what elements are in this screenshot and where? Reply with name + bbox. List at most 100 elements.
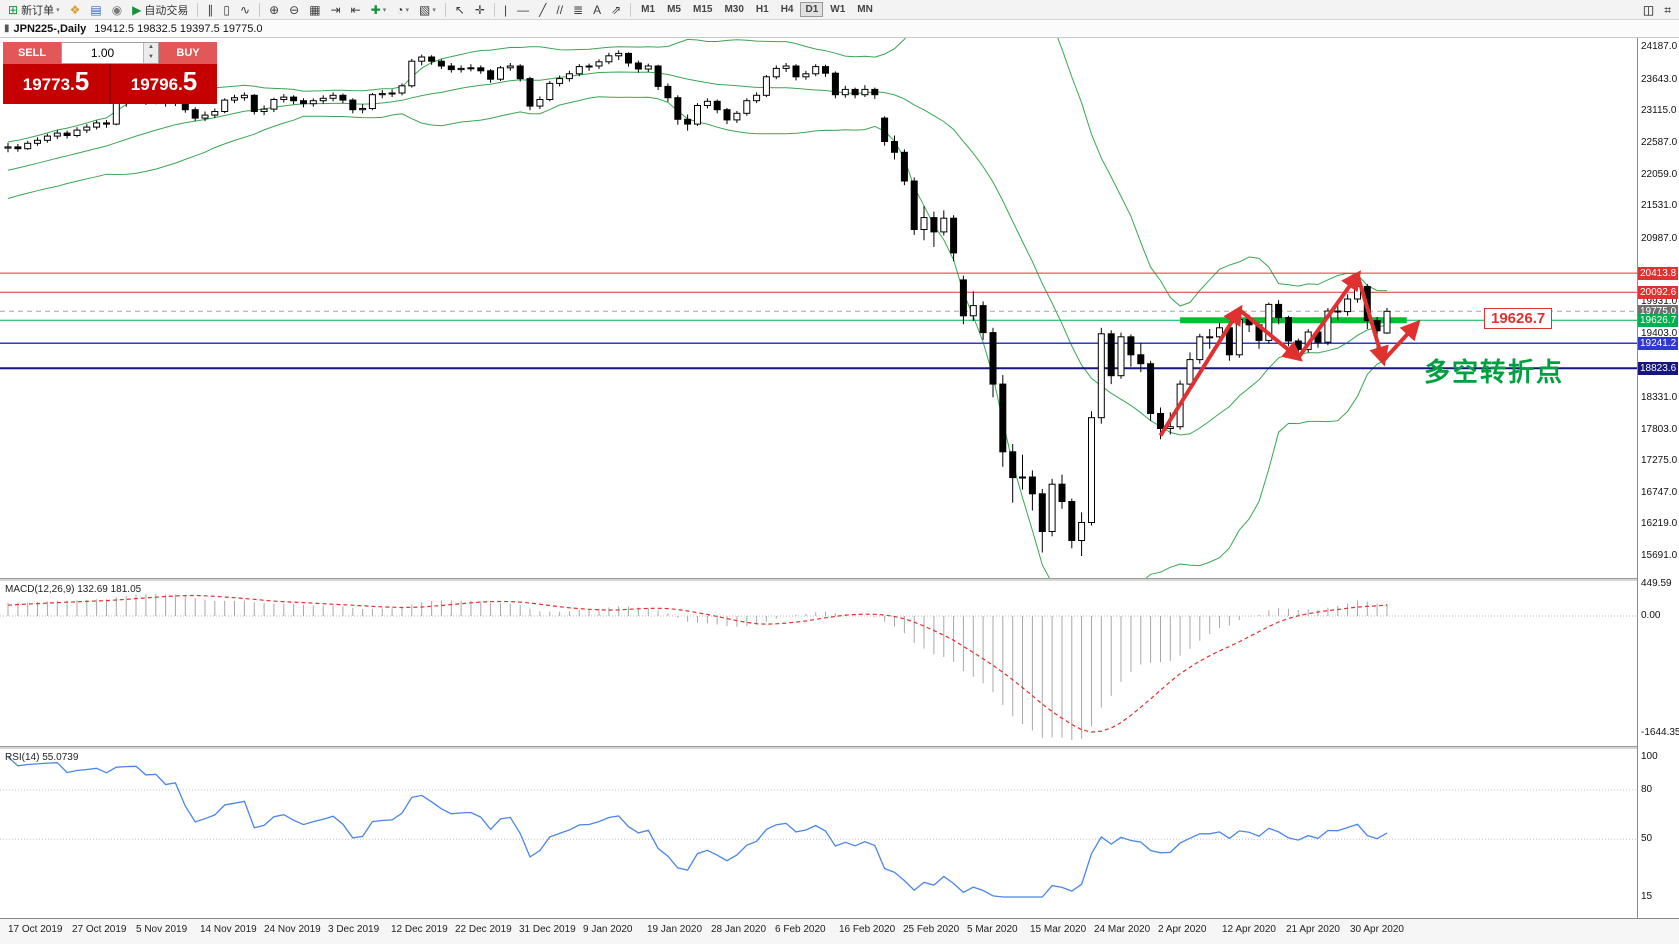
market-watch-icon[interactable]: ▤ <box>86 0 105 20</box>
toolbar: ⊞ 新订单 ▾ ❖ ▤ ◉ ▶ 自动交易 ∥ ▯ ∿ ⊕ ⊖ ▦ ⇥ ⇤ ✚ ▾ ◔ ▾ ▧ ▾ ↖ ✛ | — ╱//≣ A ⇗ M1 M… <box>0 0 1679 20</box>
crosshair-button[interactable]: ✛ <box>471 0 489 20</box>
macd-canvas[interactable] <box>0 581 1637 746</box>
candlestick-mode-button-icon: ▯ <box>223 2 231 17</box>
horizontal-line-button[interactable]: — <box>513 0 533 20</box>
date-axis-label: 28 Jan 2020 <box>711 924 767 935</box>
timeframe-m5-button[interactable]: M5 <box>667 4 681 15</box>
macd-axis-label: 0.00 <box>1641 610 1661 621</box>
channel-button[interactable]: // <box>552 0 567 20</box>
periods-button-icon: ◔ <box>396 2 404 17</box>
toolbar-separator <box>444 2 446 17</box>
price-axis-label: 19931.0 <box>1641 296 1678 307</box>
buy-price[interactable]: 19796. 5 <box>111 64 217 104</box>
dropdown-arrow-icon: ▾ <box>56 6 60 14</box>
rsi-label: RSI(14) 55.0739 <box>5 752 79 763</box>
annotation-note: 多空转折点 <box>1424 357 1565 387</box>
price-axis-label: 18331.0 <box>1641 391 1678 403</box>
rsi-axis-label: 80 <box>1641 783 1653 795</box>
data-window-icon: ◫ <box>1642 2 1655 17</box>
date-axis-label: 12 Apr 2020 <box>1222 924 1276 935</box>
indicators-button[interactable]: ✚ ▾ <box>367 0 391 20</box>
indicators-button-icon: ✚ <box>370 2 381 17</box>
zoom-in-button[interactable]: ⊕ <box>265 0 283 20</box>
cursor-button-icon: ↖ <box>454 2 465 17</box>
trendline-button[interactable]: ╱ <box>535 0 550 20</box>
price-axis-label: 22059.0 <box>1641 168 1678 180</box>
macd-panel[interactable] <box>0 581 1637 746</box>
market-watch-icon-icon: ▤ <box>90 2 102 17</box>
rsi-canvas[interactable] <box>0 749 1637 918</box>
trendline-button-icon: ╱ <box>539 2 547 17</box>
vertical-line-button[interactable]: | <box>500 0 511 20</box>
text-label-button[interactable]: A <box>589 0 605 20</box>
text-label-button-icon: A <box>593 2 602 17</box>
arrows-button[interactable]: ⇗ <box>607 0 625 20</box>
tile-windows-button[interactable]: ▦ <box>305 0 324 20</box>
line-chart-mode-button[interactable]: ∿ <box>236 0 254 20</box>
toolbox-icon: ⌗ <box>1664 2 1671 17</box>
bar-chart-mode-button-icon: ∥ <box>207 2 214 17</box>
timeframe-m15-button[interactable]: M15 <box>692 4 713 15</box>
date-axis-label: 3 Dec 2019 <box>328 924 380 935</box>
new-order-button-icon: ⊞ <box>8 2 19 17</box>
buy-button[interactable]: BUY <box>159 42 217 64</box>
main-chart-canvas[interactable] <box>0 0 1637 628</box>
profile-icon[interactable]: ❖ <box>66 0 85 20</box>
timeframe-mn-button[interactable]: MN <box>857 4 873 15</box>
auto-scroll-button[interactable]: ⇥ <box>327 0 345 20</box>
price-axis-label: 23643.0 <box>1641 73 1678 85</box>
price-axis-label: 17275.0 <box>1641 455 1678 467</box>
toolbox-icon[interactable]: ⌗ <box>1660 0 1675 20</box>
auto-trading-button[interactable]: ▶ 自动交易 <box>128 0 192 20</box>
rsi-panel[interactable] <box>0 749 1637 918</box>
timeframe-h1-button[interactable]: H1 <box>755 4 769 15</box>
main-chart-area[interactable] <box>0 0 1637 628</box>
price-axis-label: 23115.0 <box>1641 105 1677 117</box>
sell-price[interactable]: 19773. 5 <box>3 64 111 104</box>
panel-splitter[interactable] <box>0 746 1679 749</box>
auto-scroll-button-icon: ⇥ <box>330 2 341 17</box>
price-axis-label: 16747.0 <box>1641 486 1678 498</box>
price-axis-tag: 19241.2 <box>1638 336 1678 350</box>
timeframe-m30-button[interactable]: M30 <box>724 4 744 15</box>
fibonacci-button[interactable]: ≣ <box>569 0 587 20</box>
profile-icon-icon: ❖ <box>69 2 81 17</box>
timeframe-m1-button[interactable]: M1 <box>641 4 656 15</box>
horizontal-line-button-icon: — <box>517 2 530 17</box>
templates-button[interactable]: ▧ ▾ <box>415 0 440 20</box>
new-order-button[interactable]: ⊞ 新订单 ▾ <box>4 0 64 20</box>
dropdown-arrow-icon: ▾ <box>432 6 436 14</box>
timeframe-d1-button[interactable]: D1 <box>800 2 824 17</box>
price-axis-label: 15691.0 <box>1641 550 1678 561</box>
date-axis-label: 12 Dec 2019 <box>391 924 448 935</box>
volume-down-button[interactable]: ▼ <box>144 53 158 63</box>
toolbar-separator <box>197 2 199 17</box>
cursor-button[interactable]: ↖ <box>451 0 469 20</box>
volume-input[interactable] <box>62 43 143 63</box>
panel-splitter[interactable] <box>0 578 1679 581</box>
date-axis-label: 25 Feb 2020 <box>903 924 960 935</box>
vertical-line-button-icon: | <box>504 2 508 17</box>
date-axis-label: 2 Apr 2020 <box>1158 924 1207 935</box>
date-axis-label: 9 Jan 2020 <box>583 924 633 935</box>
volume-up-button[interactable]: ▲ <box>144 43 158 53</box>
date-axis-label: 5 Mar 2020 <box>967 924 1018 935</box>
timeframe-h4-button[interactable]: H4 <box>780 4 794 15</box>
data-window-icon[interactable]: ◫ <box>1639 0 1658 20</box>
date-axis-label: 24 Nov 2019 <box>264 924 321 935</box>
chart-shift-button[interactable]: ⇤ <box>347 0 365 20</box>
periods-button[interactable]: ◔ ▾ <box>392 0 413 20</box>
chart-title-bar: ▮ JPN225-,Daily 19412.5 19832.5 19397.5 … <box>0 20 1679 38</box>
rsi-axis-label: 15 <box>1641 891 1653 902</box>
macd-axis-label: 449.59 <box>1641 578 1672 589</box>
auto-trading-button-label: 自动交易 <box>144 4 189 17</box>
candlestick-mode-button[interactable]: ▯ <box>219 0 234 20</box>
price-level-label: 19626.7 <box>1484 308 1553 329</box>
zoom-out-button[interactable]: ⊖ <box>285 0 303 20</box>
sell-button[interactable]: SELL <box>3 42 61 64</box>
timeframe-w1-button[interactable]: W1 <box>830 4 846 15</box>
price-axis-tag: 20413.8 <box>1638 266 1678 280</box>
bar-chart-mode-button[interactable]: ∥ <box>203 0 217 20</box>
signals-icon[interactable]: ◉ <box>108 0 126 20</box>
